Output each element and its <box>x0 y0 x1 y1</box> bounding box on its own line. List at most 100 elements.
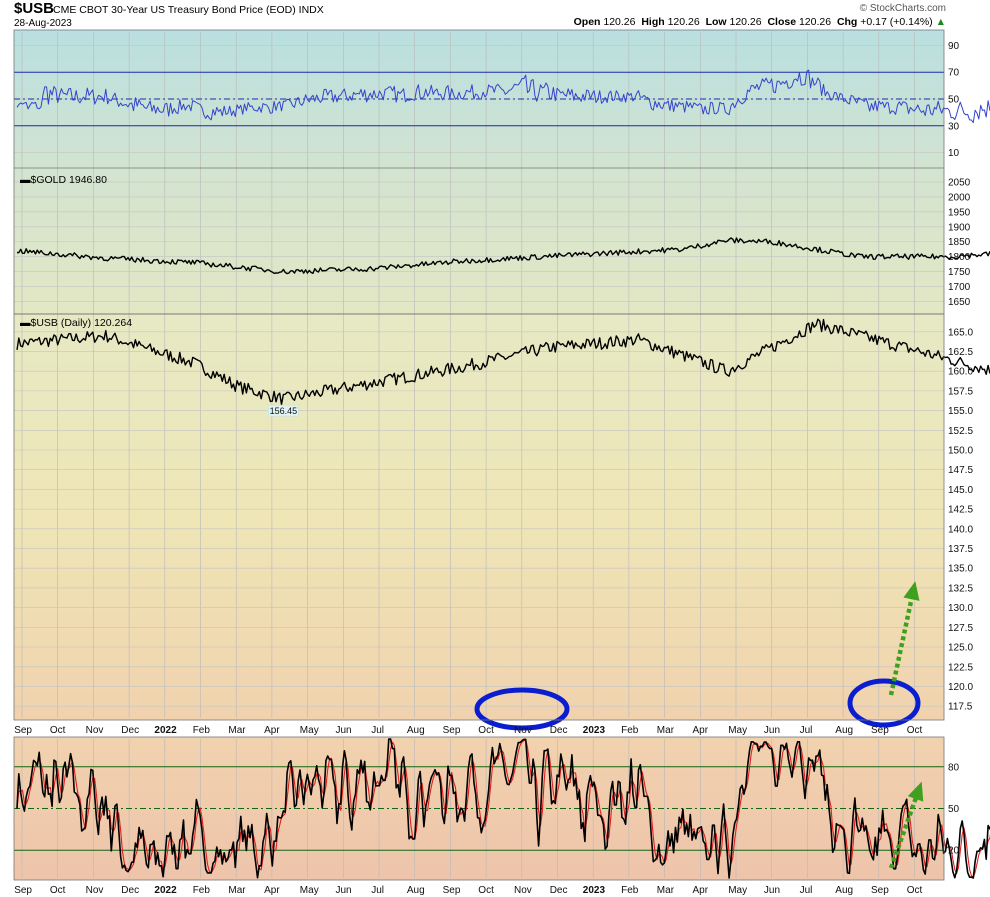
gold-axis-tick-2: 1750 <box>948 267 971 278</box>
stochastic-axis-tick-1: 50 <box>948 804 960 815</box>
price-axis-tick-9: 140.0 <box>948 524 973 535</box>
panel-border-2 <box>13 736 945 881</box>
instrument-name: CME CBOT 30-Year US Treasury Bond Price … <box>53 4 324 16</box>
price-xaxis-label-14: Nov <box>514 725 532 736</box>
stochastic-axis-tick-2: 80 <box>948 762 960 773</box>
open-value: 120.26 <box>603 16 636 28</box>
rsi-axis-tick-1: 30 <box>948 121 960 132</box>
stochastic-xaxis-label-23: Aug <box>835 885 853 896</box>
price-axis-tick-3: 125.0 <box>948 643 973 654</box>
price-xaxis-label-22: Jul <box>800 725 813 736</box>
price-xaxis-label-16: 2023 <box>583 725 606 736</box>
stochastic-xaxis-label-19: Apr <box>693 885 709 896</box>
rsi-axis-tick-4: 90 <box>948 41 960 52</box>
chart-marks: 156.45158.86151.67141.12135.57140.64131.… <box>268 404 924 869</box>
price-axis-tick-15: 155.0 <box>948 406 973 417</box>
price-axis-tick-4: 127.5 <box>948 623 973 634</box>
low-value: 120.26 <box>729 16 762 28</box>
stochastic-xaxis-label-13: Oct <box>478 885 494 896</box>
price-xaxis-label-2: Nov <box>86 725 104 736</box>
stochastic-axis-tick-0: 20 <box>948 846 960 857</box>
price-xaxis-label-15: Dec <box>550 725 568 736</box>
stochastic-fast-line <box>16 738 990 879</box>
gold-axis-tick-1: 1700 <box>948 282 971 293</box>
stochastic-xaxis-label-20: May <box>728 885 747 896</box>
instrument-full-name: CME CBOT 30-Year US Treasury Bond Price … <box>53 4 296 16</box>
usb-panel-label: ▬$USB (Daily) 120.264 <box>20 317 132 329</box>
chart-header: $USB CME CBOT 30-Year US Treasury Bond P… <box>0 0 990 32</box>
price-xaxis-label-10: Jul <box>371 725 384 736</box>
panel-borders <box>13 29 945 881</box>
price-xaxis-label-13: Oct <box>478 725 494 736</box>
stochastic-xaxis-label-18: Mar <box>657 885 675 896</box>
price-axis-tick-6: 132.5 <box>948 583 973 594</box>
stochastic-xaxis-label-11: Aug <box>407 885 425 896</box>
rsi-axis-tick-2: 50 <box>948 95 960 106</box>
gold-axis-tick-3: 1800 <box>948 252 971 263</box>
rsi-axis-tick-3: 70 <box>948 68 960 79</box>
price-axis-tick-17: 160.0 <box>948 367 973 378</box>
price-axis-tick-7: 135.0 <box>948 564 973 575</box>
price-axis-tick-5: 130.0 <box>948 603 973 614</box>
stochastic-xaxis-label-10: Jul <box>371 885 384 896</box>
price-xaxis-label-11: Aug <box>407 725 425 736</box>
price-xaxis-label-19: Apr <box>693 725 709 736</box>
price-xaxis-label-8: May <box>300 725 319 736</box>
stochastic-xaxis-label-5: Feb <box>193 885 211 896</box>
price-axis-tick-8: 137.5 <box>948 544 973 555</box>
stockcharts-brand: © StockCharts.com <box>859 3 946 14</box>
price-xaxis-label-20: May <box>728 725 747 736</box>
panel-border-1 <box>13 313 945 721</box>
chart-date: 28-Aug-2023 <box>14 18 72 29</box>
stochastic-xaxis-label-17: Feb <box>621 885 639 896</box>
stochastic-xaxis-label-9: Jun <box>336 885 352 896</box>
price-xaxis-label-21: Jun <box>764 725 780 736</box>
price-annotation-box-0 <box>268 404 299 417</box>
price-axis-tick-11: 145.0 <box>948 485 973 496</box>
low-highlight-ellipse-1 <box>474 687 570 731</box>
stochastic-xaxis-label-0: Sep <box>14 885 32 896</box>
low-highlight-ellipse-2 <box>847 678 921 728</box>
rsi-axis-tick-0: 10 <box>948 148 960 159</box>
price-xaxis-label-24: Sep <box>871 725 889 736</box>
price-xaxis-label-18: Mar <box>657 725 675 736</box>
price-axis-tick-14: 152.5 <box>948 426 973 437</box>
low-label: Low <box>705 16 727 28</box>
stochastic-xaxis-label-1: Oct <box>50 885 66 896</box>
symbol-title: $USB <box>14 0 55 17</box>
stochastic-xaxis-label-8: May <box>300 885 319 896</box>
price-annotation-0: 156.45 <box>270 406 298 416</box>
ohlc-readout: Open 120.26 High 120.26 Low 120.26 Close… <box>574 16 946 28</box>
price-panel-background <box>14 314 944 720</box>
usb-price-line <box>16 318 990 406</box>
price-axis-tick-1: 120.0 <box>948 682 973 693</box>
uptrend-arrow-price-head <box>903 581 920 601</box>
stochastic-xaxis-label-24: Sep <box>871 885 889 896</box>
price-xaxis-label-7: Apr <box>264 725 280 736</box>
chart-texts: 10 30 50 70 90 1650 1700 1750 1800 1850 1900 1950 20… <box>14 41 973 896</box>
uptrend-arrow-stochastic-head <box>907 781 924 802</box>
stochastic-xaxis-label-22: Jul <box>800 885 813 896</box>
uptrend-arrow-price-shaft <box>888 591 916 696</box>
price-xaxis-label-5: Feb <box>193 725 211 736</box>
price-axis-tick-19: 165.0 <box>948 327 973 338</box>
stochastic-xaxis-label-15: Dec <box>550 885 568 896</box>
exchange-label: INDX <box>298 4 324 16</box>
price-xaxis-label-3: Dec <box>121 725 139 736</box>
price-xaxis-label-0: Sep <box>14 725 32 736</box>
price-xaxis-label-4: 2022 <box>154 725 177 736</box>
stochastic-xaxis-label-14: Nov <box>514 885 532 896</box>
close-label: Close <box>767 16 797 28</box>
up-arrow-icon: ▲ <box>935 16 946 28</box>
price-xaxis-label-17: Feb <box>621 725 639 736</box>
price-xaxis-label-1: Oct <box>50 725 66 736</box>
gold-axis-tick-0: 1650 <box>948 297 971 308</box>
rsi-line <box>16 69 990 124</box>
stochastic-xaxis-label-4: 2022 <box>154 885 177 896</box>
top-panels-background <box>14 30 944 314</box>
open-label: Open <box>573 16 601 28</box>
price-axis-tick-2: 122.5 <box>948 662 973 673</box>
stochastic-slow-line <box>16 739 990 878</box>
gold-axis-tick-7: 2000 <box>948 192 971 203</box>
